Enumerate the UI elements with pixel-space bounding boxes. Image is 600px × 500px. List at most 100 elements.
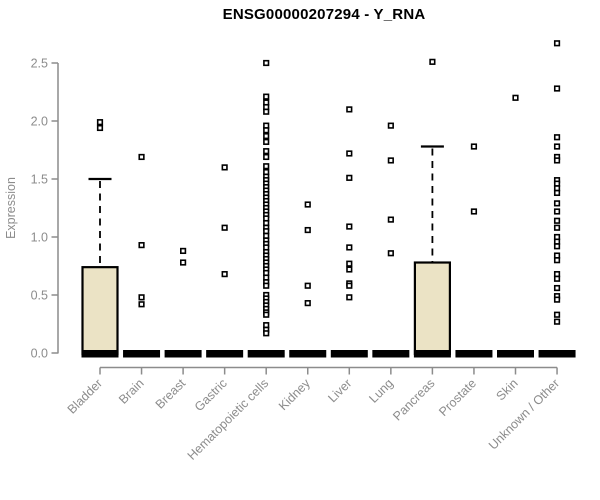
- series-unknown-other: [538, 40, 576, 358]
- data-point: [429, 58, 436, 65]
- data-point: [553, 134, 561, 141]
- data-point: [263, 282, 270, 289]
- data-point: [138, 242, 145, 249]
- data-point: [263, 148, 270, 155]
- data-point: [346, 294, 353, 301]
- series-prostate: [455, 143, 493, 358]
- data-point: [263, 93, 270, 100]
- y-axis: 0.0 0.5 1.0 1.5 2.0 2.5 Expression: [4, 57, 59, 361]
- median-bar-bladder: [81, 350, 119, 358]
- median-bar-liver: [330, 350, 368, 358]
- data-point: [346, 150, 353, 157]
- data-point: [263, 108, 270, 115]
- data-point: [346, 106, 353, 113]
- data-point: [470, 143, 478, 150]
- data-point: [553, 318, 561, 325]
- series-brain: [123, 153, 161, 358]
- data-point: [470, 208, 478, 215]
- data-point: [346, 266, 353, 273]
- median-bar-hematopoietic-cells: [247, 350, 285, 358]
- data-point: [553, 208, 561, 215]
- series-liver: [330, 106, 368, 358]
- median-bar-pancreas: [413, 350, 451, 358]
- box-bladder: [81, 266, 119, 356]
- x-tick-label-prostate: Prostate: [436, 376, 479, 419]
- y-tick-label: 2.0: [31, 115, 48, 129]
- data-point: [346, 282, 353, 289]
- data-point: [180, 259, 187, 266]
- data-point: [553, 275, 561, 282]
- data-point: [553, 157, 561, 164]
- median-bar-unknown-other: [538, 350, 576, 358]
- median-bar-skin: [497, 350, 534, 358]
- series-pancreas: [413, 58, 451, 358]
- data-point: [263, 311, 270, 318]
- data-point: [346, 174, 353, 181]
- data-point: [346, 260, 353, 267]
- data-point: [512, 94, 519, 101]
- y-tick-label: 2.5: [31, 57, 48, 71]
- data-point: [96, 119, 104, 126]
- median-bar-lung: [372, 350, 410, 358]
- data-point: [263, 153, 270, 161]
- data-point: [304, 201, 311, 208]
- data-point: [263, 59, 270, 67]
- median-bar-brain: [123, 350, 161, 358]
- data-point: [138, 294, 145, 301]
- data-point: [221, 224, 228, 231]
- x-tick-label-skin: Skin: [494, 376, 521, 403]
- x-tick-label-lung: Lung: [366, 376, 396, 406]
- data-point: [263, 127, 270, 134]
- median-bar-kidney: [289, 350, 327, 358]
- data-point: [387, 157, 394, 164]
- y-tick-label: 0.0: [31, 347, 48, 361]
- data-point: [304, 300, 311, 307]
- data-point: [553, 284, 561, 292]
- series-hematopoietic-cells: [247, 59, 285, 358]
- data-point: [263, 132, 270, 140]
- series-breast: [164, 247, 202, 358]
- x-tick-label-breast: Breast: [153, 376, 189, 412]
- y-tick-label: 1.5: [31, 173, 48, 187]
- data-point: [138, 301, 145, 308]
- data-point: [304, 226, 311, 234]
- y-axis-title: Expression: [4, 177, 18, 239]
- data-point: [304, 282, 311, 289]
- data-point: [553, 85, 561, 92]
- series-kidney: [289, 201, 327, 358]
- x-tick-label-pancreas: Pancreas: [390, 376, 437, 423]
- x-tick-label-bladder: Bladder: [65, 376, 105, 416]
- series-gastric: [206, 164, 244, 358]
- y-tick-label: 1.0: [31, 231, 48, 245]
- data-point: [138, 153, 145, 161]
- data-point: [553, 143, 561, 150]
- data-point: [263, 163, 270, 170]
- x-tick-label-kidney: Kidney: [276, 376, 313, 413]
- x-tick-label-unknown-other: Unknown / Other: [486, 376, 562, 452]
- median-bar-prostate: [455, 350, 493, 358]
- x-tick-label-liver: Liver: [325, 376, 354, 405]
- data-point: [553, 40, 561, 47]
- data-point: [221, 164, 228, 171]
- median-bar-breast: [164, 350, 202, 358]
- y-tick-label: 0.5: [31, 289, 48, 303]
- data-point: [263, 330, 270, 337]
- x-tick-label-hematopoietic-cells: Hematopoietic cells: [185, 376, 272, 463]
- data-point: [553, 257, 561, 264]
- data-point: [387, 122, 394, 129]
- median-bar-gastric: [206, 350, 244, 358]
- data-point: [221, 271, 228, 278]
- data-point: [553, 189, 561, 197]
- data-point: [263, 138, 270, 145]
- data-point: [553, 217, 561, 224]
- chart-title: ENSG00000207294 - Y_RNA: [222, 6, 426, 23]
- data-point: [553, 200, 561, 207]
- x-tick-label-gastric: Gastric: [192, 376, 230, 414]
- data-point: [346, 223, 353, 230]
- box-pancreas: [413, 261, 451, 356]
- data-point: [553, 224, 561, 231]
- data-point: [346, 244, 353, 251]
